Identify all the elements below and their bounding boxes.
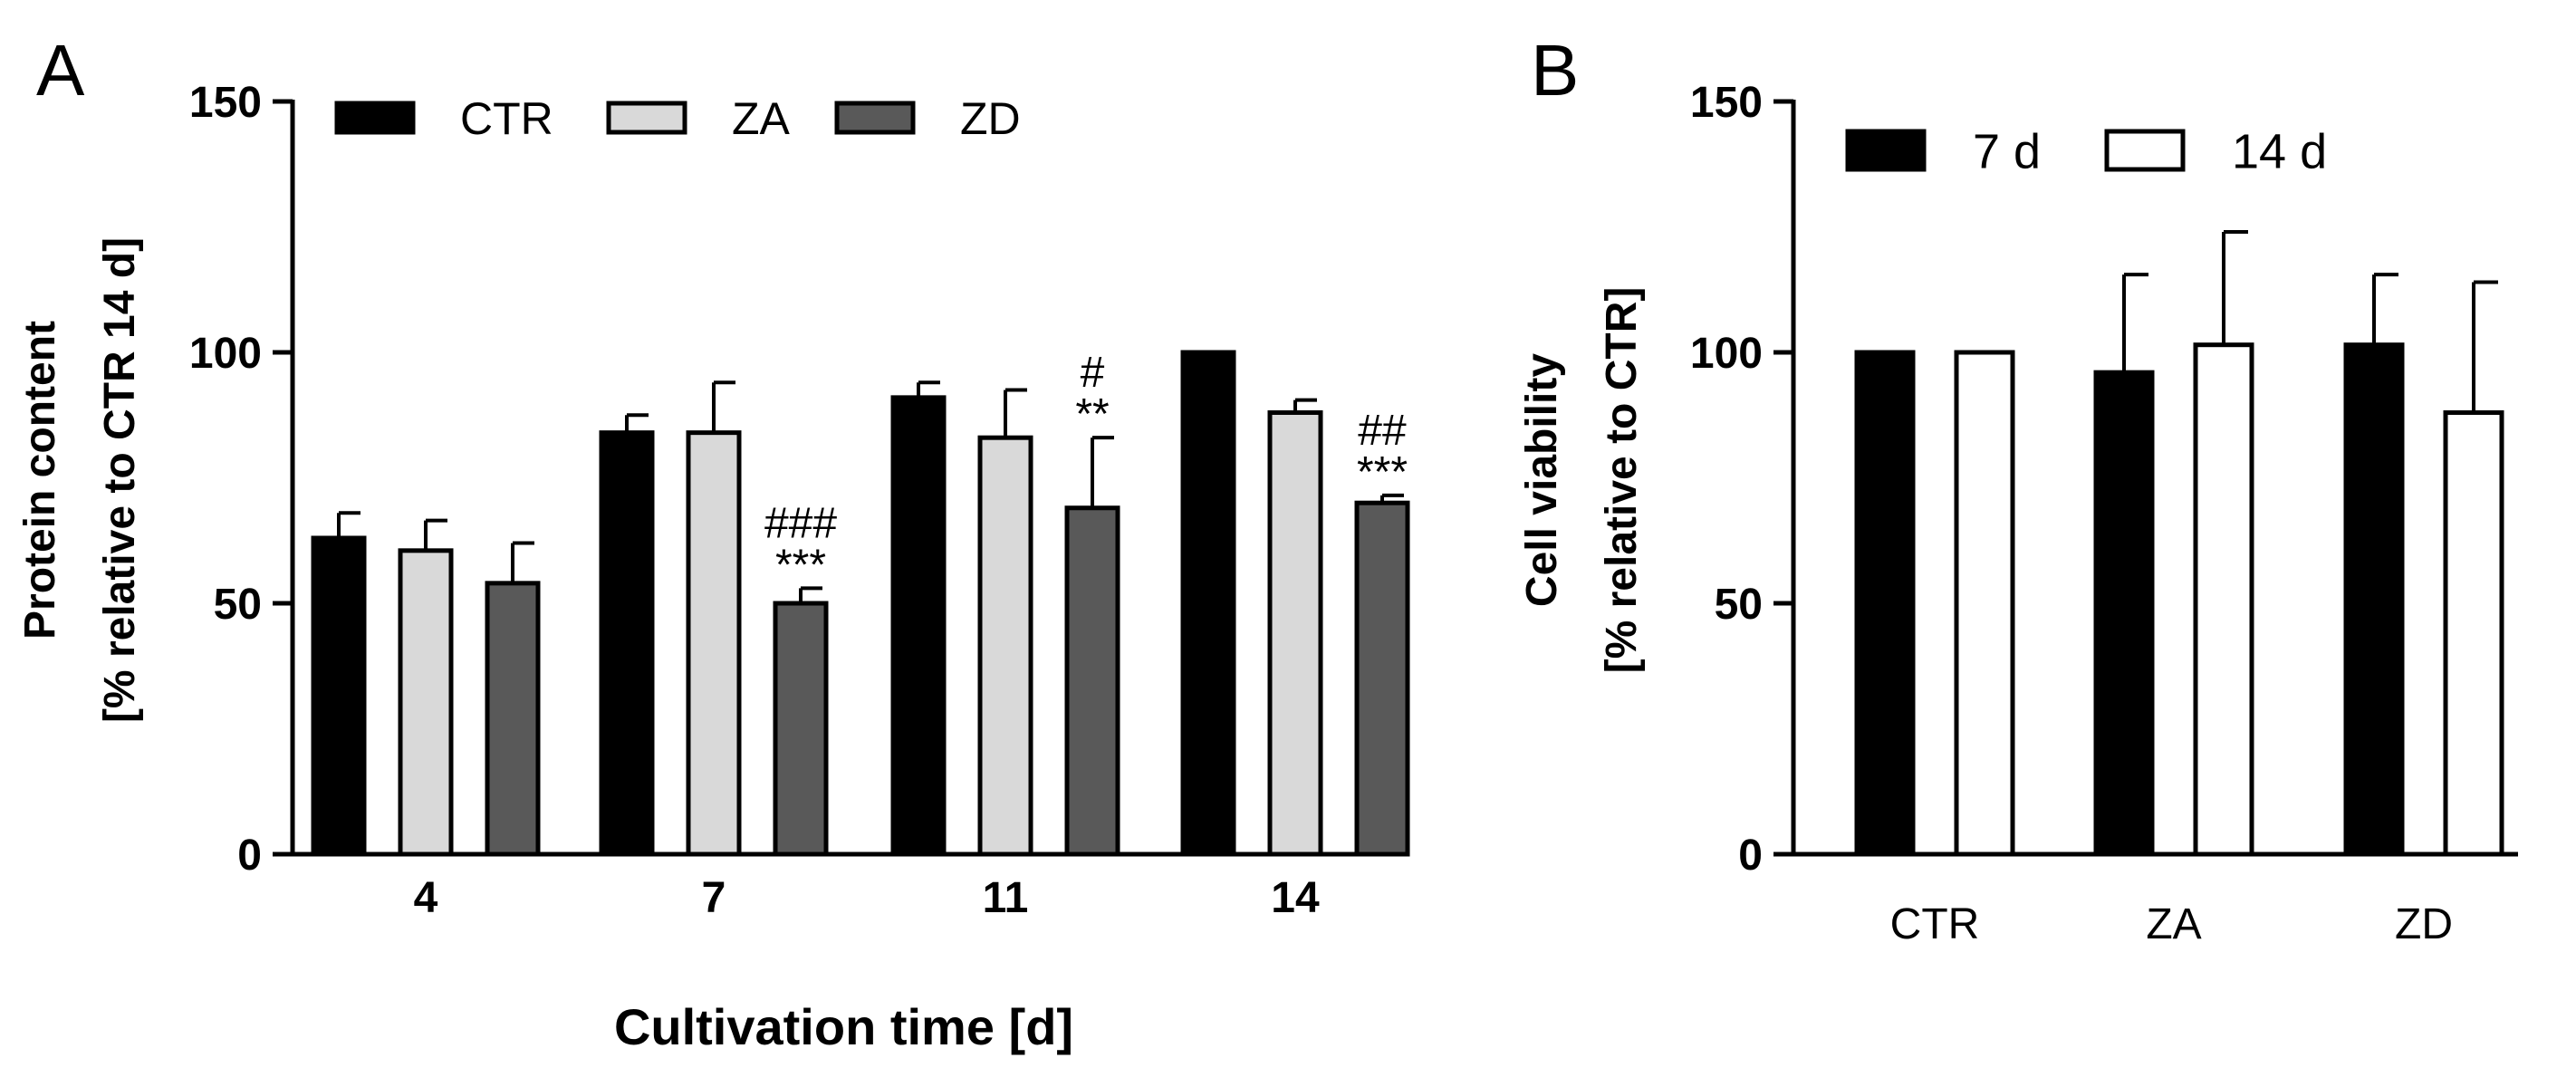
panel-b-bar-14d-za (2193, 342, 2254, 857)
panel-b-y-axis-title-line2: [% relative to CTR] (1598, 287, 1646, 674)
panel-b-bar-7d-ctr (1854, 350, 1916, 857)
panel-b-y-tick-label: 0 (1738, 832, 1763, 880)
panel-a-significance-mark: *** (775, 541, 826, 589)
panel-a-legend-label: ZD (960, 93, 1021, 144)
panel-a-x-tick-label: 14 (1271, 874, 1320, 922)
panel-b-y-tick-label: 100 (1690, 330, 1763, 378)
panel-b-bar-7d-za (2093, 370, 2155, 857)
panel-a-significance-mark: *** (1357, 448, 1408, 496)
panel-a-y-tick-label: 100 (189, 330, 262, 378)
panel-b-y-axis-title-line1: Cell viability (1518, 353, 1566, 607)
panel-a-x-tick-label: 11 (983, 874, 1029, 922)
panel-a-bar-zd-11 (1064, 505, 1120, 857)
panel-a-bar-za-11 (977, 435, 1033, 857)
panel-b-bar-14d-ctr (1954, 350, 2015, 857)
panel-a-bar-zd-4 (485, 581, 541, 857)
panel-b-x-tick-label: ZD (2395, 900, 2453, 948)
panel-a-y-axis-title-line2: [% relative to CTR 14 d] (96, 237, 144, 723)
panel-b-legend-swatch (2104, 129, 2186, 172)
panel-a-x-axis-title: Cultivation time [d] (614, 998, 1073, 1055)
panel-a-y-axis-title-line1: Protein content (16, 321, 64, 640)
panel-b-y-tick-label: 150 (1690, 79, 1763, 127)
panel-a-y-tick-label: 0 (237, 832, 262, 880)
panel-a-significance-mark: ** (1075, 390, 1109, 438)
panel-a-bar-za-14 (1267, 409, 1323, 857)
panel-a-significance-mark: ### (764, 499, 837, 547)
panel-a-legend-label: CTR (460, 93, 553, 144)
panel-a-legend-swatch (334, 101, 416, 135)
panel-a-y-tick-label: 150 (189, 79, 262, 127)
panel-a-bar-ctr-4 (311, 535, 367, 857)
panel-a-legend-swatch (606, 101, 687, 135)
panel-a-bar-zd-7 (773, 601, 829, 857)
panel-b-label: B (1531, 30, 1579, 111)
panel-a-label: A (36, 30, 85, 111)
panel-b-legend-label: 14 d (2232, 124, 2327, 178)
panel-a-bar-ctr-14 (1180, 350, 1236, 857)
panel-b-legend-label: 7 d (1973, 124, 2041, 178)
panel-b-x-tick-label: CTR (1890, 900, 1980, 948)
panel-a-significance-mark: ## (1358, 407, 1407, 455)
panel-a-bar-za-4 (398, 548, 454, 857)
panel-a-x-tick-label: 4 (414, 874, 438, 922)
panel-a-significance-mark: # (1081, 349, 1105, 397)
panel-b-y-tick-label: 50 (1715, 581, 1763, 629)
panel-a-bar-zd-14 (1354, 500, 1410, 857)
panel-a-bar-ctr-11 (890, 395, 947, 857)
panel-a-legend-label: ZA (732, 93, 791, 144)
panel-a-legend-swatch (834, 101, 916, 135)
panel-a-y-tick-label: 50 (214, 581, 262, 629)
panel-b-bar-7d-zd (2343, 342, 2405, 857)
panel-b-x-tick-label: ZA (2146, 900, 2201, 948)
panel-a-x-tick-label: 7 (702, 874, 726, 922)
panel-a-bar-ctr-7 (599, 430, 655, 857)
panel-b-bar-14d-zd (2443, 409, 2504, 857)
panel-b-legend-swatch (1845, 129, 1927, 172)
panel-a-bar-za-7 (686, 430, 742, 857)
